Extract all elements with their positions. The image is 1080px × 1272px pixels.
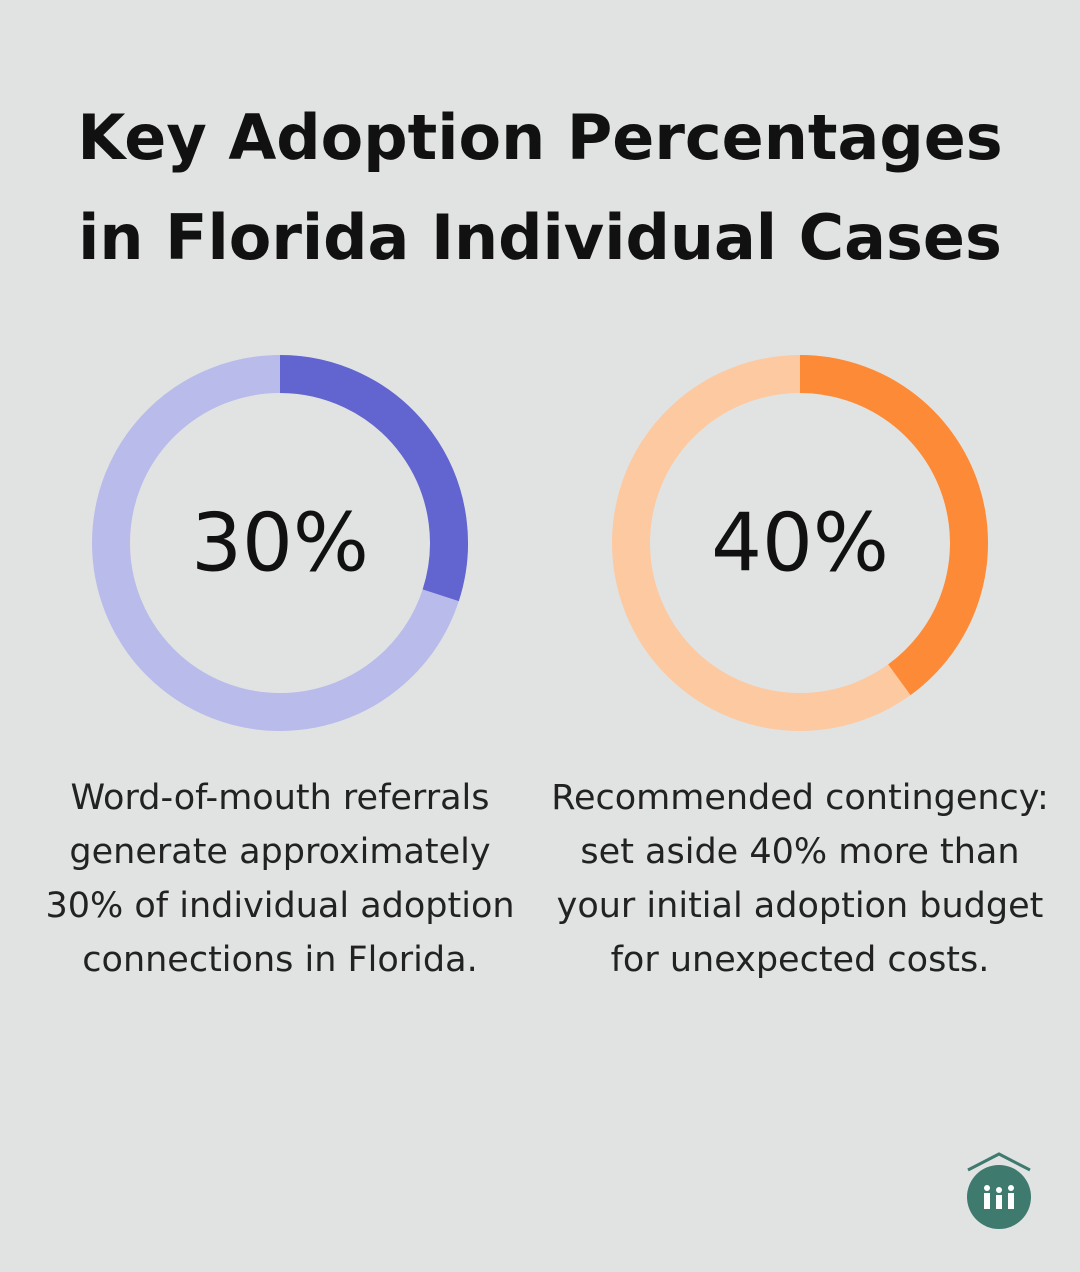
caption: Word-of-mouth referrals generate approxi… [45, 778, 515, 980]
logo-figures [984, 1185, 1014, 1209]
donut-arc [279, 355, 468, 602]
donut-arc [799, 355, 988, 696]
value-label: 30% [191, 497, 369, 590]
caption: Recommended contingency: set aside 40% m… [551, 778, 1049, 980]
value-label: 40% [711, 497, 889, 590]
logo [967, 1152, 1031, 1229]
logo-roof [967, 1152, 1031, 1172]
title: Key Adoption Percentages in Florida Indi… [77, 101, 1003, 274]
charts: 30% 40% [92, 355, 988, 731]
